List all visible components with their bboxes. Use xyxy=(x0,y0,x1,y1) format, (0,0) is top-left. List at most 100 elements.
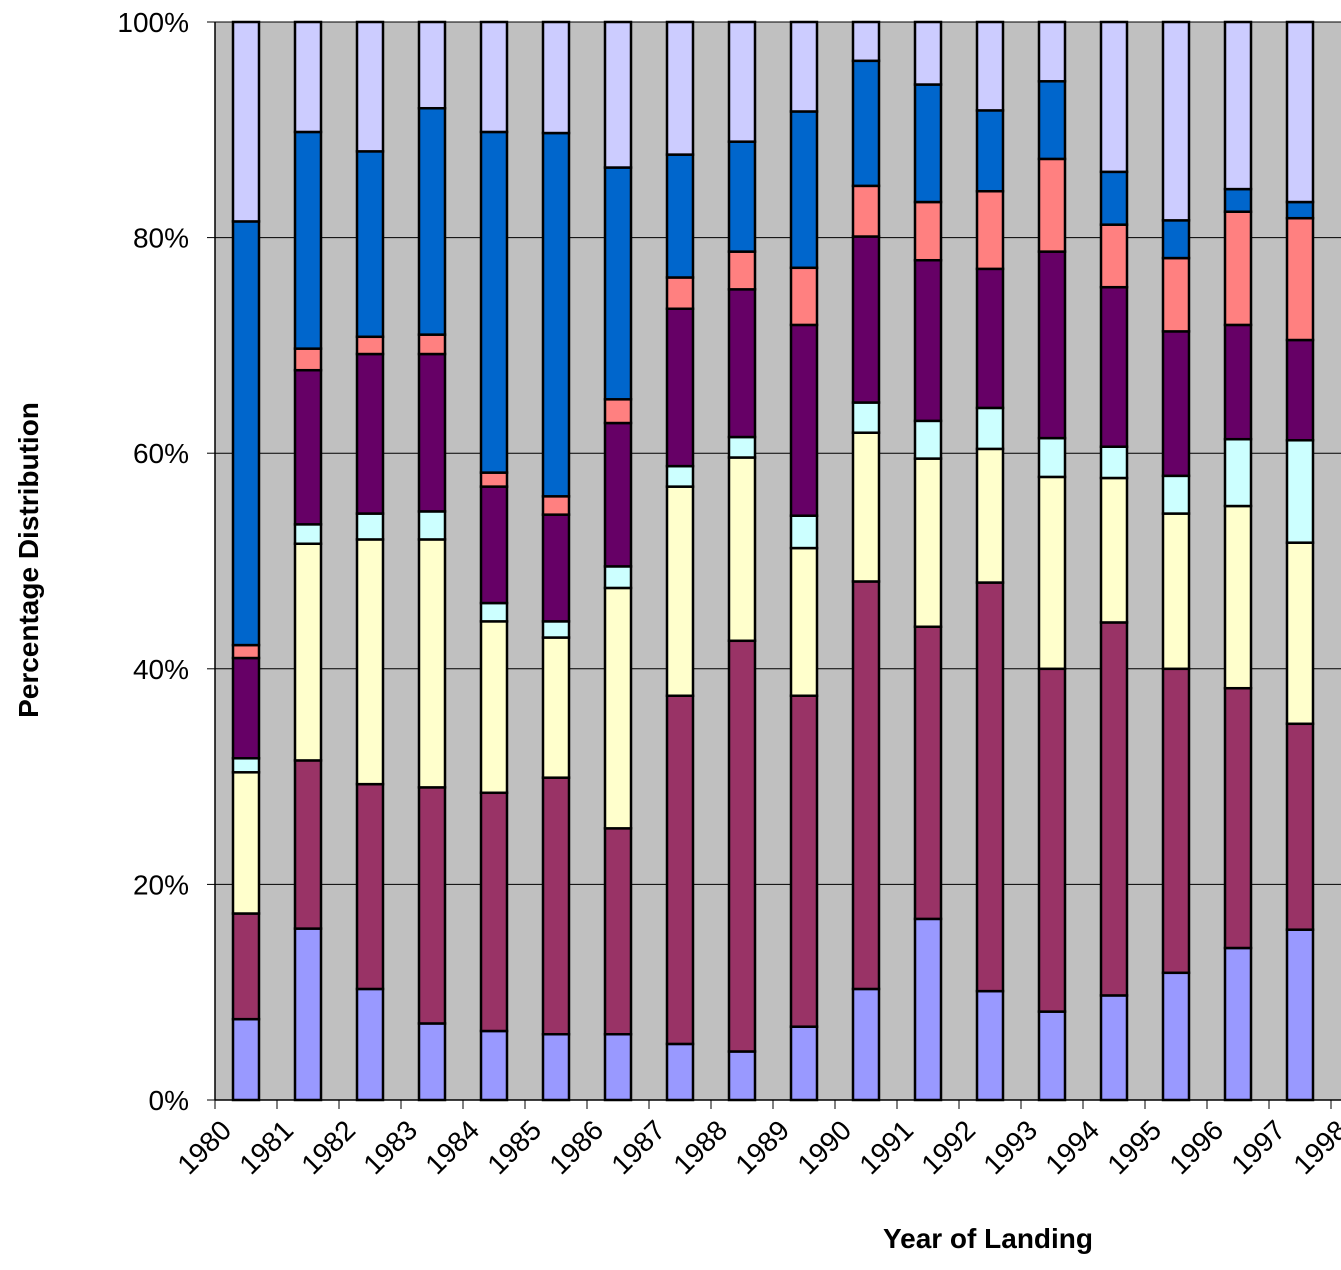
bar-segment-1991-s2 xyxy=(913,625,943,921)
bar-segment-1992-s8 xyxy=(975,20,1005,112)
bar-segment-1994-s7 xyxy=(1099,170,1129,226)
bar-segment-1985-s3 xyxy=(541,636,571,779)
bar-segment-1997-s5 xyxy=(1285,338,1315,442)
bar-segment-1988-s5 xyxy=(727,288,757,439)
bar-segment-1983-s1 xyxy=(417,1022,447,1102)
bar-segment-1980-s7 xyxy=(231,220,261,647)
bar-segment-1980-s6 xyxy=(231,643,261,660)
x-axis: 1980198119821983198419851986198719881989… xyxy=(171,1099,1341,1180)
bar-segment-1984-s6 xyxy=(479,471,509,488)
bar-segment-1997-s1 xyxy=(1285,928,1315,1102)
bar-segment-1989-s7 xyxy=(789,110,819,270)
bar-segment-1989-s3 xyxy=(789,546,819,698)
bar-segment-1991-s5 xyxy=(913,258,943,423)
bar-segment-1982-s7 xyxy=(355,150,385,339)
bar-segment-1994-s2 xyxy=(1099,621,1129,997)
bar-segment-1981-s1 xyxy=(293,927,323,1102)
bar-segment-1992-s7 xyxy=(975,109,1005,193)
y-tick-label: 60% xyxy=(133,438,189,469)
bar-segment-1982-s4 xyxy=(355,512,385,541)
bar-segment-1989-s1 xyxy=(789,1025,819,1102)
bar-segment-1995-s1 xyxy=(1161,971,1191,1102)
bar-segment-1993-s8 xyxy=(1037,20,1067,83)
x-tick-label: 1996 xyxy=(1163,1114,1229,1180)
bar-segment-1986-s8 xyxy=(603,20,633,169)
bar-segment-1985-s1 xyxy=(541,1032,571,1102)
bar-segment-1980-s2 xyxy=(231,912,261,1021)
bar-segment-1996-s4 xyxy=(1223,437,1253,508)
bar-segment-1993-s6 xyxy=(1037,157,1067,253)
bar-segment-1991-s1 xyxy=(913,917,943,1102)
x-tick-label: 1987 xyxy=(605,1114,671,1180)
plot-area xyxy=(215,22,1341,1100)
x-tick-label: 1986 xyxy=(543,1114,609,1180)
bar-segment-1988-s2 xyxy=(727,639,757,1053)
bar-segment-1993-s5 xyxy=(1037,250,1067,440)
bar-segment-1996-s3 xyxy=(1223,504,1253,690)
bar-segment-1993-s4 xyxy=(1037,436,1067,479)
bar-segment-1986-s1 xyxy=(603,1032,633,1102)
x-tick-label: 1989 xyxy=(729,1114,795,1180)
gridlines xyxy=(215,21,1341,885)
bar-segment-1990-s3 xyxy=(851,431,881,583)
bar-segment-1988-s7 xyxy=(727,140,757,253)
bar-segment-1995-s2 xyxy=(1161,667,1191,975)
bar-segment-1991-s8 xyxy=(913,20,943,86)
bar-segment-1988-s8 xyxy=(727,20,757,143)
bar-segment-1996-s8 xyxy=(1223,20,1253,191)
bar-segment-1985-s8 xyxy=(541,20,571,135)
y-tick-label: 40% xyxy=(133,654,189,685)
bar-segment-1980-s8 xyxy=(231,20,261,223)
x-tick-label: 1997 xyxy=(1225,1114,1291,1180)
bar-segment-1991-s4 xyxy=(913,419,943,460)
x-tick-label: 1998 xyxy=(1287,1114,1341,1180)
bar-segment-1991-s3 xyxy=(913,457,943,629)
bar-segment-1988-s1 xyxy=(727,1050,757,1102)
bar-segment-1987-s1 xyxy=(665,1042,695,1102)
bar-segment-1996-s1 xyxy=(1223,946,1253,1102)
bar-segment-1991-s6 xyxy=(913,200,943,262)
bar-segment-1987-s4 xyxy=(665,464,695,488)
y-axis: 0% 20% 40% 60% 80% 100% xyxy=(117,7,216,1116)
bar-segment-1984-s4 xyxy=(479,601,509,623)
bar-segment-1997-s8 xyxy=(1285,20,1315,204)
bar-segment-1988-s4 xyxy=(727,435,757,459)
x-tick-label: 1995 xyxy=(1101,1114,1167,1180)
bar-segment-1981-s5 xyxy=(293,368,323,526)
bar-segment-1990-s8 xyxy=(851,20,881,63)
bar-segment-1996-s2 xyxy=(1223,686,1253,950)
bar-segment-1983-s8 xyxy=(417,20,447,110)
x-tick-label: 1993 xyxy=(977,1114,1043,1180)
bar-segment-1986-s3 xyxy=(603,586,633,830)
bars xyxy=(231,20,1315,1102)
x-axis-title: Year of Landing xyxy=(883,1223,1093,1254)
bar-segment-1992-s1 xyxy=(975,989,1005,1102)
bar-segment-1993-s1 xyxy=(1037,1010,1067,1102)
bar-segment-1985-s5 xyxy=(541,513,571,623)
bar-segment-1993-s3 xyxy=(1037,475,1067,671)
bar-segment-1982-s1 xyxy=(355,987,385,1102)
bar-segment-1983-s2 xyxy=(417,786,447,1025)
bar-segment-1994-s8 xyxy=(1099,20,1129,174)
bar-segment-1987-s5 xyxy=(665,307,695,468)
bar-segment-1985-s2 xyxy=(541,776,571,1036)
bar-segment-1986-s2 xyxy=(603,827,633,1036)
bar-segment-1989-s4 xyxy=(789,514,819,550)
bar-segment-1986-s4 xyxy=(603,565,633,590)
bar-segment-1981-s3 xyxy=(293,542,323,762)
bar-segment-1986-s7 xyxy=(603,166,633,401)
bar-segment-1984-s2 xyxy=(479,791,509,1033)
x-tick-label: 1992 xyxy=(915,1114,981,1180)
x-tick-label: 1985 xyxy=(481,1114,547,1180)
bar-segment-1981-s4 xyxy=(293,523,323,546)
y-tick-label: 20% xyxy=(133,869,189,900)
bar-segment-1984-s1 xyxy=(479,1029,509,1102)
y-axis-title: Percentage Distribution xyxy=(13,402,44,718)
bar-segment-1996-s6 xyxy=(1223,210,1253,327)
bar-segment-1990-s6 xyxy=(851,184,881,238)
bar-segment-1986-s6 xyxy=(603,398,633,425)
bar-segment-1997-s6 xyxy=(1285,216,1315,342)
x-tick-label: 1980 xyxy=(171,1114,237,1180)
x-tick-label: 1994 xyxy=(1039,1114,1105,1180)
